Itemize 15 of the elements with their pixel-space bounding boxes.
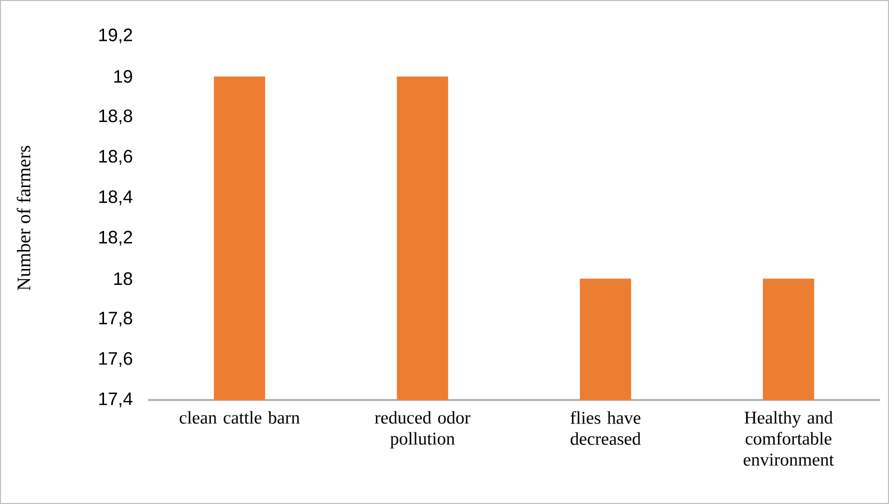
y-tick-label: 18,8: [99, 109, 132, 124]
y-tick-label: 19,2: [99, 28, 132, 44]
y-tick-label: 18,2: [99, 230, 132, 246]
x-tick-label: Healthy and comfortable environment: [744, 411, 834, 466]
y-tick-label: 17,6: [99, 352, 132, 367]
x-tick-label: reduced odor pollution: [374, 411, 470, 448]
y-tick-label: 18,4: [99, 190, 132, 206]
y-tick-label: 18,6: [99, 150, 132, 165]
y-tick-label: 19: [114, 70, 132, 83]
x-tick-label: flies have decreased: [570, 411, 641, 445]
y-tick-label: 17,4: [99, 392, 132, 408]
x-tick-label: clean cattle barn: [180, 411, 300, 424]
y-tick-label: 17,8: [99, 312, 132, 327]
y-tick-label: 18: [114, 272, 132, 286]
y-axis-title: Number of farmers: [16, 146, 30, 290]
